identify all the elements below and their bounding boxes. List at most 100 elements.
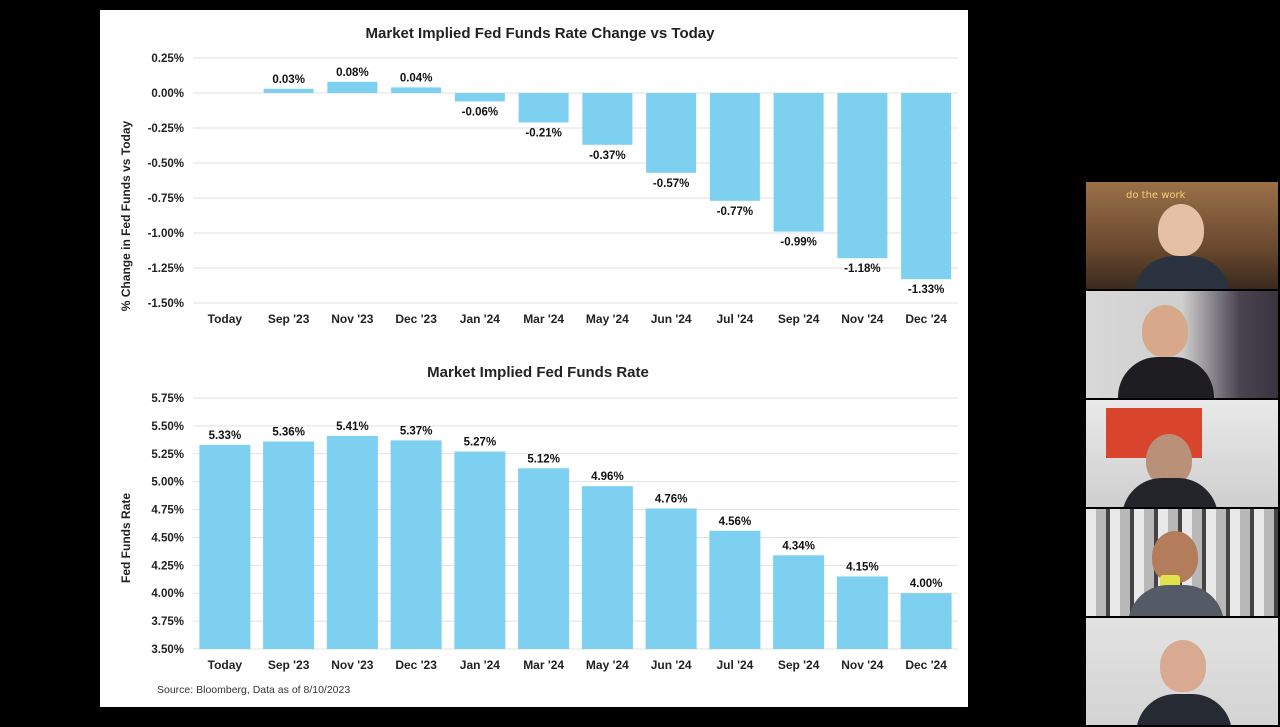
bar (582, 93, 633, 145)
bar (518, 468, 570, 649)
data-label: 5.12% (527, 453, 560, 465)
x-tick-label: Jul '24 (716, 658, 753, 672)
data-label: -0.06% (462, 106, 498, 118)
data-label: -0.21% (525, 127, 561, 139)
y-tick-label: -1.25% (148, 263, 184, 275)
x-tick-label: Jan '24 (460, 658, 501, 672)
y-tick-label: -0.75% (148, 193, 184, 205)
x-tick-label: Mar '24 (523, 312, 564, 326)
data-label: 5.33% (209, 430, 242, 442)
participant-face (1146, 434, 1192, 486)
presentation-slide: Market Implied Fed Funds Rate Change vs … (100, 10, 968, 707)
y-tick-label: 4.75% (151, 505, 184, 517)
y-tick-label: -0.50% (148, 158, 184, 170)
y-tick-label: -0.25% (148, 123, 184, 135)
y-tick-label: 5.00% (151, 477, 184, 489)
y-axis-label: Fed Funds Rate (119, 493, 133, 583)
y-tick-label: 4.00% (151, 588, 184, 600)
participant-face (1158, 204, 1204, 256)
data-label: 5.36% (272, 427, 305, 439)
y-tick-label: 3.75% (151, 616, 184, 628)
bar (773, 93, 824, 232)
x-tick-label: Jan '24 (460, 312, 501, 326)
data-label: 5.41% (336, 421, 369, 433)
bar (518, 93, 569, 123)
x-tick-label: Sep '23 (268, 658, 310, 672)
participant-face (1160, 640, 1206, 692)
neon-sign: do the work (1126, 190, 1186, 201)
x-tick-label: Sep '23 (268, 312, 310, 326)
x-tick-label: Sep '24 (778, 312, 820, 326)
data-label: -0.37% (589, 150, 625, 162)
x-tick-label: Jun '24 (651, 658, 692, 672)
bar (263, 441, 315, 649)
y-tick-label: -1.50% (148, 298, 184, 310)
x-tick-label: May '24 (586, 658, 629, 672)
data-label: 5.37% (400, 425, 433, 437)
bar (390, 440, 442, 649)
video-participants-panel: do the work (1086, 182, 1278, 727)
data-label: 0.04% (400, 72, 433, 84)
video-tile-participant-3[interactable] (1086, 400, 1278, 507)
chart-title: Market Implied Fed Funds Rate (427, 364, 649, 381)
data-label: 4.56% (719, 516, 752, 528)
bar (199, 444, 251, 649)
participant-face (1152, 531, 1198, 583)
x-tick-label: Jun '24 (651, 312, 692, 326)
x-tick-label: Nov '23 (331, 658, 374, 672)
y-tick-label: 5.50% (151, 421, 184, 433)
data-label: -0.57% (653, 178, 689, 190)
x-tick-label: May '24 (586, 312, 629, 326)
y-axis-label: % Change in Fed Funds vs Today (119, 120, 133, 311)
data-label: -0.77% (717, 206, 753, 218)
data-label: 4.76% (655, 493, 688, 505)
bar (581, 486, 633, 649)
bar (709, 530, 761, 649)
y-tick-label: 0.25% (151, 53, 184, 65)
chart-title: Market Implied Fed Funds Rate Change vs … (366, 25, 716, 42)
x-tick-label: Mar '24 (523, 658, 564, 672)
bar (900, 593, 952, 649)
bar (454, 93, 505, 102)
video-tile-participant-1[interactable]: do the work (1086, 182, 1278, 289)
x-tick-label: Jul '24 (716, 312, 753, 326)
bar (709, 93, 760, 201)
y-tick-label: 3.50% (151, 644, 184, 656)
bar (454, 451, 506, 649)
bar (326, 435, 378, 649)
data-label: 4.96% (591, 471, 624, 483)
y-tick-label: -1.00% (148, 228, 184, 240)
bar (837, 93, 888, 259)
bar (836, 576, 888, 649)
x-tick-label: Today (208, 658, 243, 672)
video-tile-participant-5[interactable] (1086, 618, 1278, 725)
data-label: 4.15% (846, 561, 879, 573)
x-tick-label: Today (208, 312, 243, 326)
x-tick-label: Sep '24 (778, 658, 820, 672)
video-tile-participant-4[interactable] (1086, 509, 1278, 616)
x-tick-label: Nov '24 (841, 658, 884, 672)
charts-canvas: Market Implied Fed Funds Rate Change vs … (119, 25, 958, 672)
x-tick-label: Dec '23 (395, 658, 437, 672)
data-label: 4.00% (910, 578, 943, 590)
video-tile-participant-2[interactable] (1086, 291, 1278, 398)
y-tick-label: 0.00% (151, 88, 184, 100)
x-tick-label: Dec '23 (395, 312, 437, 326)
x-tick-label: Nov '24 (841, 312, 884, 326)
data-label: 4.34% (782, 540, 815, 552)
x-tick-label: Nov '23 (331, 312, 374, 326)
data-label: 5.27% (464, 437, 497, 449)
y-tick-label: 4.25% (151, 560, 184, 572)
bar (645, 508, 697, 649)
data-label: 0.03% (272, 74, 305, 86)
data-label: 0.08% (336, 67, 369, 79)
bar (773, 555, 825, 649)
data-label: -1.33% (908, 284, 944, 296)
y-tick-label: 5.25% (151, 449, 184, 461)
bar (901, 93, 952, 280)
bar (391, 87, 442, 93)
y-tick-label: 5.75% (151, 393, 184, 405)
x-tick-label: Dec '24 (905, 312, 947, 326)
x-tick-label: Dec '24 (905, 658, 947, 672)
bar (327, 81, 378, 93)
